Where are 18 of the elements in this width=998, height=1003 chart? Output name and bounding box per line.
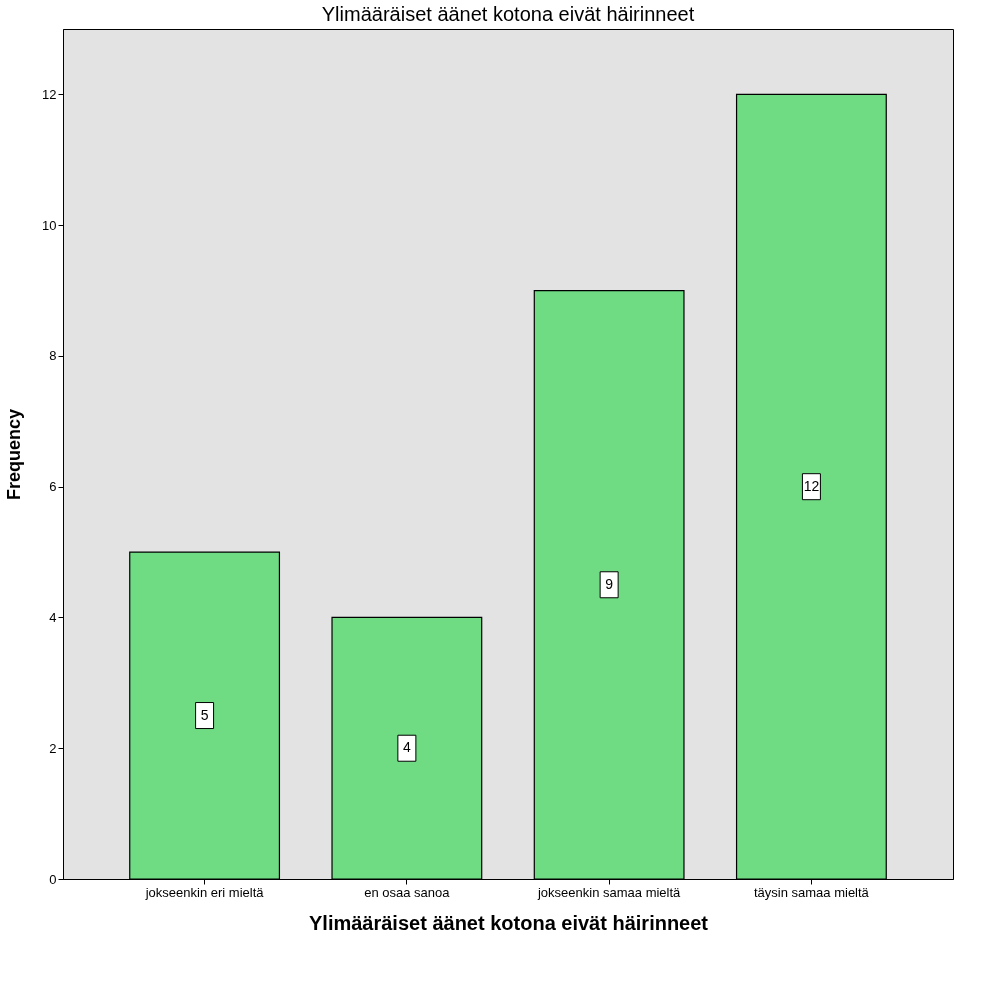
x-tick-label: täysin samaa mieltä	[753, 884, 870, 900]
x-tick-label: jokseenkin eri mieltä	[144, 884, 265, 900]
y-tick-label: 2	[49, 740, 57, 756]
y-tick-label: 8	[49, 348, 57, 364]
y-tick-label: 6	[49, 479, 57, 495]
data-label: 5	[200, 706, 209, 723]
y-axis-title: Frequency	[4, 408, 25, 501]
y-tick-label: 10	[42, 217, 57, 233]
y-tick-label: 4	[49, 609, 57, 625]
x-tick-label: jokseenkin samaa mieltä	[536, 884, 682, 900]
chart-title: Ylimääräiset äänet kotona eivät häirinneet	[321, 3, 695, 25]
x-tick-label: en osaa sanoa	[364, 884, 451, 900]
y-tick-label: 0	[49, 871, 57, 887]
x-axis-title: Ylimääräiset äänet kotona eivät häirinneet	[308, 911, 709, 934]
data-label: 4	[402, 739, 411, 756]
y-tick-label: 12	[42, 86, 57, 102]
data-label: 9	[605, 575, 614, 592]
data-label: 12	[803, 477, 820, 494]
